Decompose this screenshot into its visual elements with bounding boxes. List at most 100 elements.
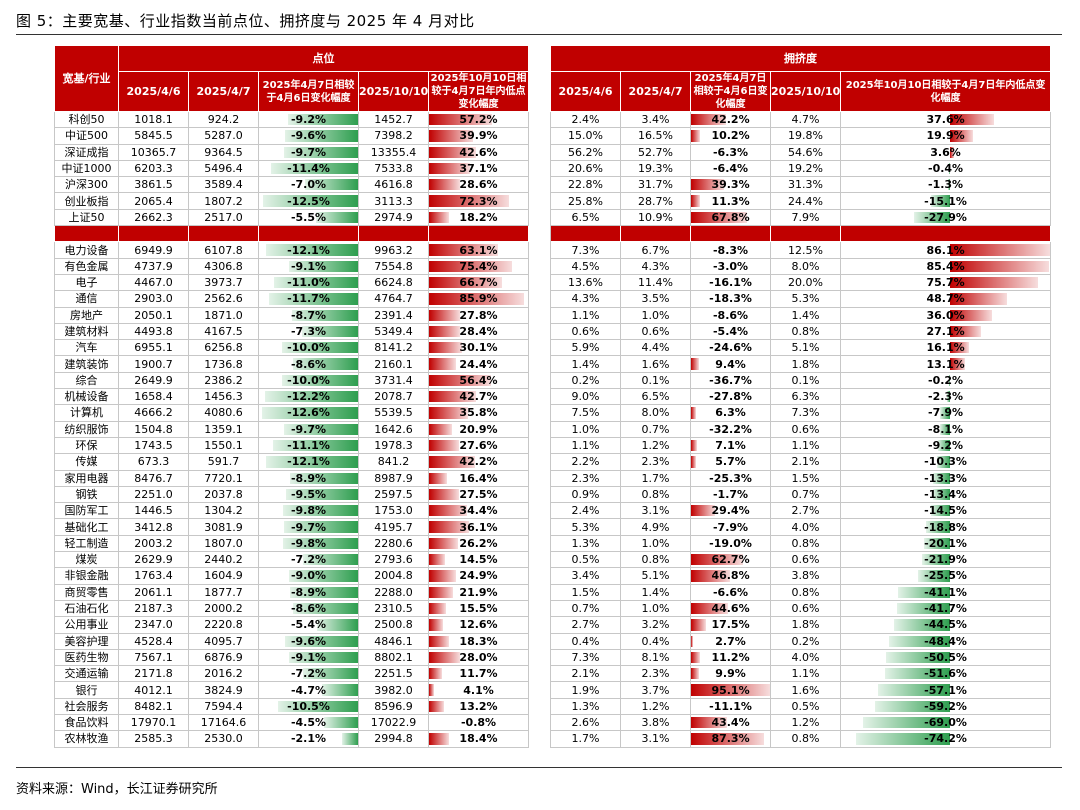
table-cell: 4.0%	[770, 648, 842, 667]
bar-cell: 15.5%	[427, 599, 530, 618]
bar-cell: -9.8%	[258, 502, 359, 520]
table-cell: 轻工制造	[54, 534, 119, 553]
table-row: 基础化工 3412.8 3081.9 -9.7% 4195.7 36.1% 5.3% 4.9%…	[54, 518, 1052, 536]
bar-cell: -12.1%	[258, 241, 359, 259]
bar-value: 13.2%	[459, 699, 498, 713]
data-bar	[265, 391, 358, 403]
bar-cell: 37.1%	[427, 159, 530, 178]
bar-cell: 21.9%	[427, 583, 530, 601]
bar-cell: -8.7%	[258, 306, 359, 324]
bar-value: 18.3%	[459, 634, 498, 648]
data-bar	[274, 276, 358, 289]
data-bar	[949, 358, 965, 370]
gap-cell	[528, 192, 552, 210]
table-row: 有色金属 4737.9 4306.8 -9.1% 7554.8 75.4% 4.5% 4.3%…	[54, 257, 1052, 275]
data-bar	[429, 211, 450, 224]
separator-cell	[54, 225, 119, 243]
bar-cell: 17.5%	[690, 616, 772, 634]
bar-cell: -5.4%	[258, 616, 359, 634]
bar-cell: -69.0%	[840, 713, 1052, 732]
bar-cell: -8.6%	[258, 355, 359, 373]
table-cell: 银行	[54, 681, 119, 699]
table-cell: 医药生物	[54, 648, 119, 667]
bar-cell: -13.3%	[840, 469, 1052, 487]
table-cell: 2.1%	[770, 453, 842, 471]
table-cell: 1871.0	[188, 306, 259, 324]
table-cell: 7.3%	[770, 404, 842, 422]
bar-cell: 30.1%	[427, 339, 530, 357]
separator-cell	[770, 225, 842, 243]
data-bar	[262, 407, 358, 419]
data-bar	[949, 342, 969, 354]
bar-cell: 39.3%	[690, 176, 772, 194]
bar-value: 28.6%	[459, 178, 498, 192]
table-cell: 17022.9	[358, 713, 429, 732]
table-cell: 4846.1	[358, 632, 429, 650]
table-cell: 科创50	[54, 110, 119, 129]
bar-value: -51.6%	[924, 667, 967, 681]
bar-cell: 36.0%	[840, 306, 1052, 324]
table-cell: 2065.4	[118, 192, 189, 210]
data-bar	[429, 602, 447, 615]
table-cell: 3.2%	[620, 616, 692, 634]
table-cell: 1.1%	[770, 436, 842, 455]
table-cell: 1877.7	[188, 583, 259, 601]
bar-value: 14.5%	[459, 553, 498, 567]
data-bar	[691, 505, 716, 517]
gap-cell	[528, 714, 552, 731]
table-cell: 19.8%	[770, 127, 842, 145]
bar-cell: -48.4%	[840, 632, 1052, 650]
table-cell: 0.8%	[620, 551, 692, 569]
table-cell: 3973.7	[188, 273, 259, 292]
data-bar	[429, 700, 444, 712]
gap-cell	[528, 421, 552, 438]
bar-cell: -11.0%	[258, 273, 359, 292]
gap-cell	[528, 127, 552, 145]
bar-cell: -0.4%	[840, 159, 1052, 178]
bar-value: 42.6%	[459, 145, 498, 159]
table-cell: 20.0%	[770, 273, 842, 292]
data-bar	[429, 488, 460, 501]
table-cell: 8476.7	[118, 469, 189, 487]
bar-value: -8.9%	[290, 585, 327, 599]
bar-cell: -9.6%	[258, 127, 359, 145]
table-cell: 2171.8	[118, 665, 189, 683]
table-cell: 2251.0	[118, 485, 189, 504]
data-bar	[262, 195, 358, 207]
table-cell: 1456.3	[188, 388, 259, 406]
table-cell: 4467.0	[118, 273, 189, 292]
table-cell: 56.2%	[550, 143, 622, 161]
bar-value: -21.9%	[924, 553, 967, 567]
table-cell: 2220.8	[188, 616, 259, 634]
table-cell: 2160.1	[358, 355, 429, 373]
table-cell: 1550.1	[188, 436, 259, 455]
bar-value: -20.1%	[924, 536, 967, 550]
bar-value: -3.0%	[712, 259, 749, 273]
table-cell: 0.4%	[550, 632, 622, 650]
table-cell: 6256.8	[188, 339, 259, 357]
data-bar	[691, 407, 697, 419]
data-bar	[949, 244, 1050, 256]
bar-cell: -5.5%	[258, 208, 359, 227]
data-bar	[429, 130, 473, 142]
header-group-points: 点位	[117, 45, 530, 72]
data-bar	[429, 244, 499, 256]
gap-cell	[528, 290, 552, 308]
bar-value: 63.1%	[459, 243, 498, 257]
bar-cell: 10.2%	[690, 127, 772, 145]
bar-cell: 9.4%	[690, 355, 772, 373]
table-cell: 5845.5	[118, 127, 189, 145]
gap-cell	[528, 258, 552, 275]
bar-value: 6.3%	[715, 406, 746, 420]
table-cell: 1658.4	[118, 388, 189, 406]
bar-value: -9.8%	[290, 536, 327, 550]
data-bar	[278, 700, 358, 712]
bar-cell: -74.2%	[840, 730, 1052, 748]
header-crowd-col: 2025/4/7	[620, 71, 692, 112]
data-bar	[273, 439, 358, 452]
table-row: 食品饮料 17970.1 17164.6 -4.5% 17022.9 -0.8% 2.6% 3…	[54, 713, 1052, 732]
bar-cell: 2.7%	[690, 632, 772, 650]
bar-cell: -12.5%	[258, 192, 359, 210]
bar-cell: 35.8%	[427, 404, 530, 422]
bar-cell: 11.7%	[427, 665, 530, 683]
